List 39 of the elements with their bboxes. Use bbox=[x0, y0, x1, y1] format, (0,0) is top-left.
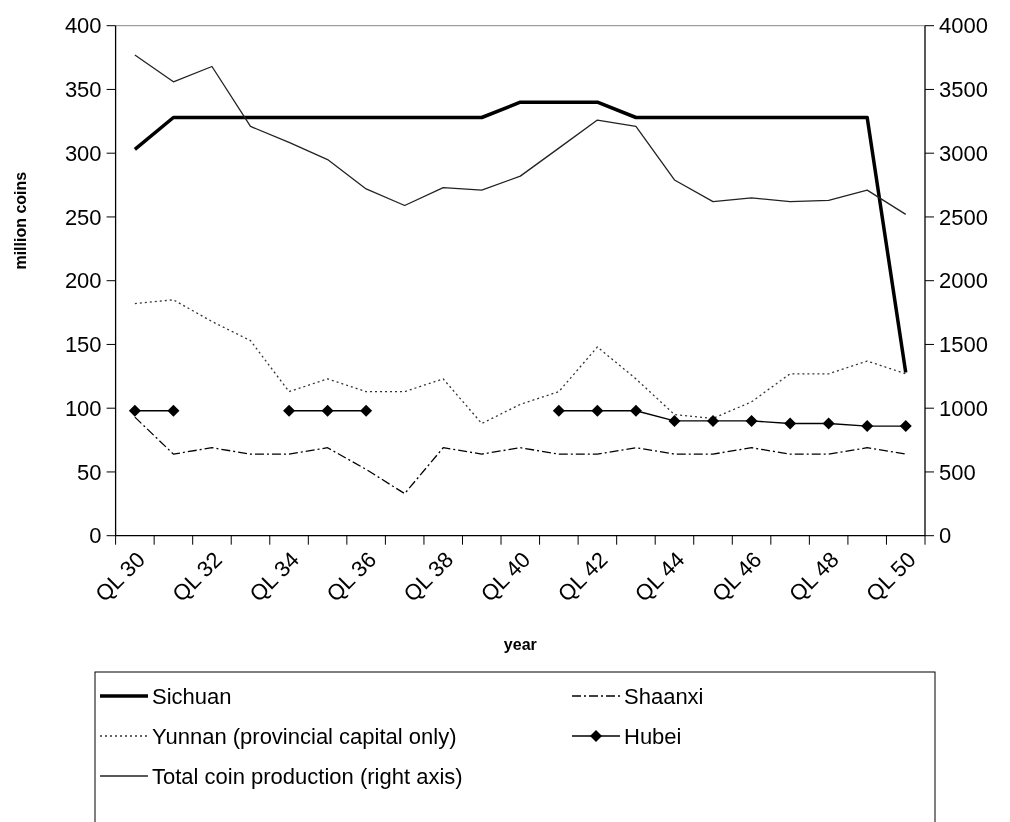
y-tick-label: 300 bbox=[64, 140, 102, 166]
y-tick-label: 0 bbox=[89, 523, 102, 549]
x-axis-title: year bbox=[503, 636, 537, 653]
x-tick-label: QL 30 bbox=[90, 547, 150, 607]
line-series bbox=[133, 100, 908, 375]
line-series bbox=[134, 299, 907, 425]
y2-tick-label: 500 bbox=[939, 459, 976, 485]
y-tick-label: 50 bbox=[77, 459, 102, 485]
x-tick-label: QL 46 bbox=[707, 547, 767, 607]
y-tick-label: 400 bbox=[64, 13, 102, 39]
y2-tick-label: 2500 bbox=[939, 204, 988, 230]
y-tick-label: 350 bbox=[64, 77, 102, 103]
y-tick-label: 250 bbox=[64, 204, 102, 230]
y2-tick-label: 2000 bbox=[939, 268, 988, 294]
y-tick-label: 100 bbox=[64, 395, 102, 421]
legend-label: Sichuan bbox=[152, 683, 232, 709]
y-tick-label: 150 bbox=[64, 332, 102, 358]
y2-tick-label: 3000 bbox=[939, 140, 988, 166]
legend-label: Hubei bbox=[624, 723, 682, 749]
x-tick-label: QL 38 bbox=[398, 547, 459, 607]
x-tick-label: QL 50 bbox=[861, 547, 921, 607]
x-tick-label: QL 32 bbox=[167, 547, 227, 607]
line-series bbox=[134, 54, 907, 216]
y-tick-label: 200 bbox=[64, 268, 102, 294]
legend-label: Total coin production (right axis) bbox=[152, 763, 463, 789]
x-tick-label: QL 36 bbox=[321, 547, 382, 607]
x-tick-label: QL 44 bbox=[629, 547, 690, 607]
x-tick-label: QL 42 bbox=[552, 547, 613, 607]
x-tick-label: QL 40 bbox=[475, 547, 536, 607]
legend-label: Shaanxi bbox=[624, 683, 704, 709]
y2-tick-label: 1500 bbox=[939, 332, 988, 358]
y2-tick-label: 3500 bbox=[939, 77, 988, 103]
legend-label: Yunnan (provincial capital only) bbox=[152, 723, 457, 749]
x-tick-label: QL 48 bbox=[784, 547, 844, 607]
y2-tick-label: 0 bbox=[939, 523, 952, 549]
y2-tick-label: 1000 bbox=[939, 395, 988, 421]
y2-tick-label: 4000 bbox=[939, 13, 988, 39]
y-axis-title: million coins bbox=[12, 171, 29, 270]
x-tick-label: QL 34 bbox=[244, 547, 305, 607]
